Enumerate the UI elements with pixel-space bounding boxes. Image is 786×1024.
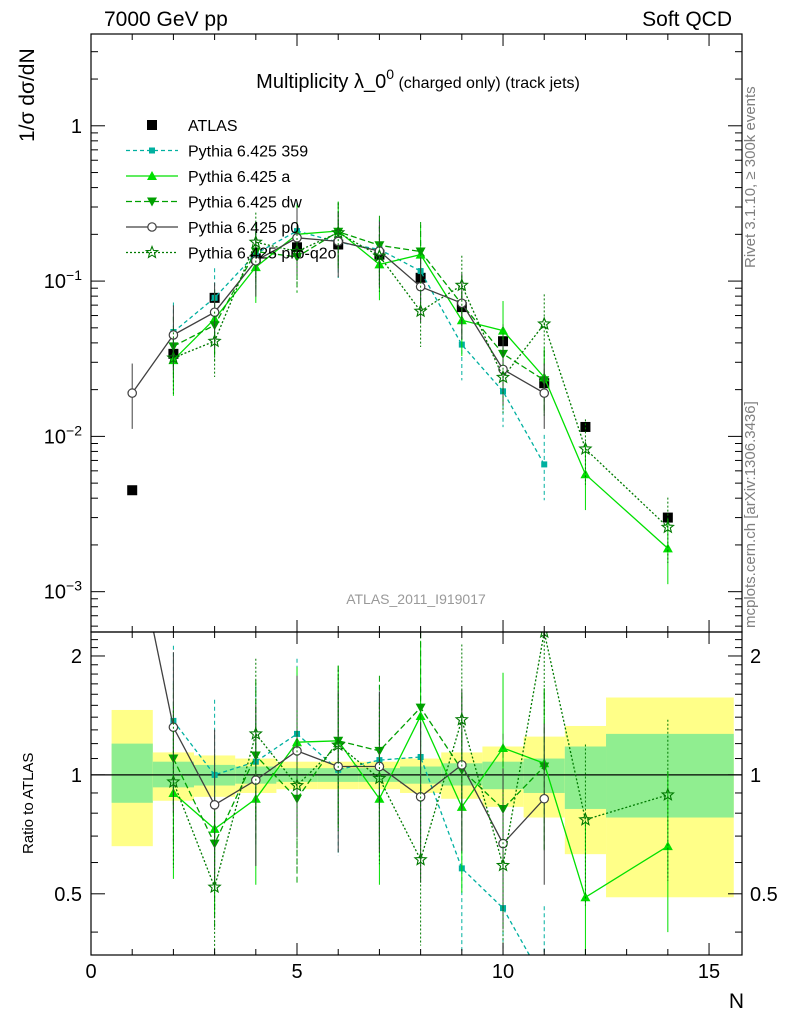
legend-label-pythia-6-425-p0: Pythia 6.425 p0 — [188, 220, 299, 237]
x-tick-label-15: 15 — [698, 961, 720, 983]
legend-label-pythia-6-425-359: Pythia 6.425 359 — [188, 144, 308, 161]
x-tick-label-10: 10 — [492, 961, 514, 983]
main-point-pythia-6-425-p0-10 — [539, 388, 550, 398]
legend-marker-pythia-6-425-pro-q2o — [144, 244, 160, 259]
legend-label-atlas: ATLAS — [188, 118, 238, 135]
ratio-point-pythia-6-425-p0-6 — [374, 761, 385, 772]
main-point-pythia-6-425-pro-q2o-7 — [454, 277, 469, 292]
ratio-line-pythia-6-425-a — [172, 714, 669, 899]
main-line-pythia-6-425-359 — [172, 230, 545, 465]
ratio-point-pythia-6-425-pro-q2o-0 — [166, 774, 181, 789]
ratio-y-tick-label-left-0: 0.5 — [54, 884, 82, 906]
x-tick-label-0: 0 — [85, 961, 96, 983]
band-inner-0 — [111, 743, 153, 803]
legend-label-pythia-6-425-dw: Pythia 6.425 dw — [188, 195, 302, 212]
analysis-watermark: ATLAS_2011_I919017 — [346, 591, 486, 607]
main-series-group — [127, 201, 675, 585]
main-line-pythia-6-425-a — [172, 230, 669, 549]
ratio-point-pythia-6-425-pro-q2o-2 — [248, 726, 263, 740]
ratio-point-pythia-6-425-pro-q2o-10 — [578, 812, 593, 826]
legend: ATLAS Pythia 6.425 359 Pythia 6.425 a Pythi… — [126, 118, 337, 263]
main-y-tick-exponent-2: −2 — [66, 422, 82, 438]
ratio-series-group — [128, 524, 675, 984]
ratio-point-pythia-6-425-359-9 — [541, 978, 547, 984]
chart-title: Multiplicity λ_00 (charged only) (track … — [256, 66, 580, 93]
ratio-point-pythia-6-425-p0-10 — [539, 793, 550, 804]
band-inner-12 — [606, 733, 734, 818]
main-point-atlas-11 — [580, 421, 591, 432]
legend-marker-pythia-6-425-359 — [149, 147, 155, 154]
main-point-pythia-6-425-pro-q2o-2 — [248, 234, 263, 249]
ratio-point-pythia-6-425-p0-2 — [209, 800, 220, 810]
main-point-pythia-6-425-p0-5 — [333, 236, 344, 247]
legend-marker-atlas — [147, 120, 157, 130]
x-tick-label-5: 5 — [291, 961, 302, 983]
ratio-y-tick-label-left-2: 2 — [71, 646, 82, 668]
main-point-pythia-6-425-a-10 — [580, 469, 591, 479]
ratio-point-pythia-6-425-pro-q2o-8 — [495, 857, 511, 872]
chart-title-superscript: 0 — [386, 66, 394, 82]
ratio-y-tick-label-left-1: 1 — [71, 765, 82, 787]
legend-marker-pythia-6-425-p0 — [147, 222, 157, 232]
main-point-pythia-6-425-p0-8 — [457, 298, 467, 309]
x-axis-label: N — [728, 990, 744, 1013]
header-energy-label: 7000 GeV pp — [104, 8, 228, 31]
ratio-point-pythia-6-425-pro-q2o-4 — [331, 737, 346, 752]
legend-marker-pythia-6-425-a — [147, 171, 157, 180]
main-point-pythia-6-425-pro-q2o-9 — [537, 316, 552, 331]
ratio-frame — [90, 631, 743, 956]
main-point-pythia-6-425-pro-q2o-6 — [413, 303, 428, 318]
main-point-pythia-6-425-pro-q2o-8 — [495, 369, 511, 384]
main-y-tick-label-3: 10−3 — [44, 578, 82, 604]
ratio-line-pythia-6-425-pro-q2o — [172, 632, 668, 890]
header-category-label: Soft QCD — [642, 8, 732, 31]
ratio-point-pythia-6-425-pro-q2o-6 — [413, 852, 428, 866]
main-y-tick-label-2: 10−2 — [44, 422, 82, 448]
chart-title-suffix: (charged only) (track jets) — [394, 75, 580, 92]
main-point-atlas-0 — [127, 485, 138, 496]
main-point-pythia-6-425-a-11 — [662, 543, 673, 553]
main-y-tick-label-1: 10−1 — [44, 267, 82, 293]
main-y-tick-exponent-3: −3 — [66, 578, 82, 594]
main-point-atlas-12 — [662, 512, 673, 523]
ratio-y-tick-label-right-2: 2 — [750, 646, 761, 668]
ratio-point-pythia-6-425-pro-q2o-7 — [454, 712, 469, 726]
main-point-pythia-6-425-pro-q2o-5 — [372, 248, 387, 263]
ratio-point-pythia-6-425-pro-q2o-5 — [372, 770, 387, 785]
main-point-pythia-6-425-pro-q2o-10 — [578, 441, 593, 456]
ratio-y-tick-label-right-0: 0.5 — [750, 884, 778, 906]
main-point-pythia-6-425-pro-q2o-1 — [207, 333, 222, 348]
ratio-point-pythia-6-425-dw-6 — [415, 703, 426, 713]
main-point-pythia-6-425-pro-q2o-4 — [331, 225, 346, 239]
legend-label-pythia-6-425-a: Pythia 6.425 a — [188, 169, 290, 186]
main-point-pythia-6-425-p0-1 — [168, 330, 179, 340]
main-y-tick-exponent-1: −1 — [66, 267, 82, 283]
ratio-point-pythia-6-425-pro-q2o-1 — [207, 879, 222, 894]
legend-marker-pythia-6-425-dw — [147, 197, 157, 207]
main-y-tick-label-0: 1 — [71, 116, 82, 138]
ratio-point-pythia-6-425-pro-q2o-3 — [289, 777, 305, 792]
main-point-pythia-6-425-359-9 — [541, 461, 548, 468]
ratio-point-pythia-6-425-pro-q2o-11 — [660, 787, 675, 801]
main-point-pythia-6-425-pro-q2o-3 — [289, 243, 305, 258]
ratio-y-tick-label-right-1: 1 — [750, 765, 761, 787]
main-point-pythia-6-425-pro-q2o-0 — [166, 350, 181, 365]
ratio-line-pythia-6-425-dw — [172, 706, 545, 846]
ratio-point-pythia-6-425-p0-0 — [128, 524, 136, 532]
main-point-pythia-6-425-pro-q2o-11 — [660, 519, 675, 534]
main-point-pythia-6-425-dw-6 — [415, 247, 426, 257]
main-line-pythia-6-425-pro-q2o — [173, 231, 669, 528]
legend-label-pythia-6-425-pro-q2o: Pythia 6.425 pro-q2o — [188, 246, 337, 263]
main-point-pythia-6-425-p0-0 — [127, 388, 138, 398]
